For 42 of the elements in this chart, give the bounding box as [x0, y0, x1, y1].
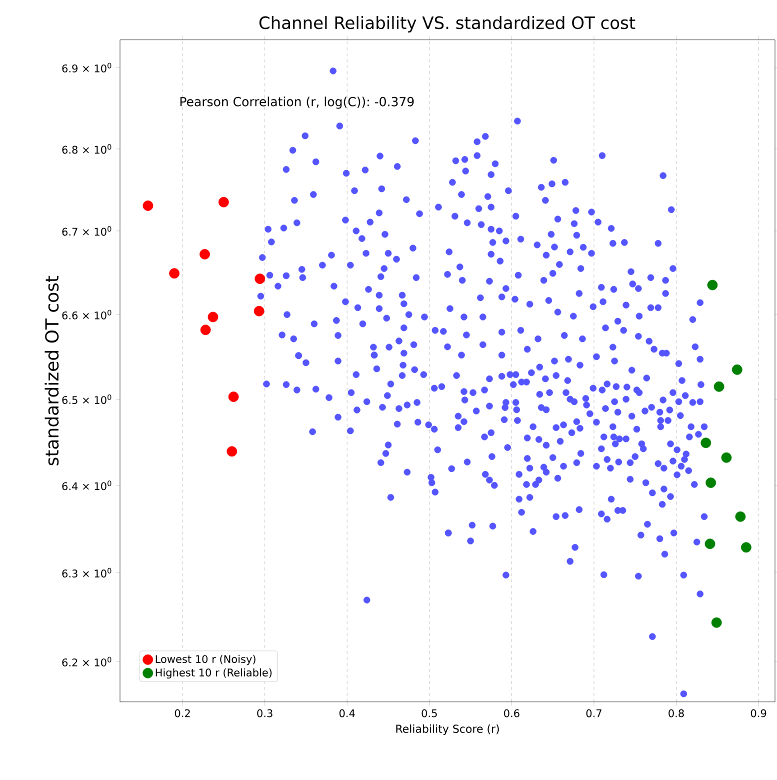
legend-label: Lowest 10 r (Noisy): [156, 654, 256, 666]
y-tick-label: 6.3 × 10$^{0}$: [62, 568, 112, 578]
point: [707, 280, 718, 290]
point: [254, 306, 264, 316]
y-tick-label: 6.4 × 10$^{0}$: [62, 480, 112, 490]
point: [142, 200, 154, 211]
point: [200, 324, 211, 336]
x-tick-label: 0.6: [504, 709, 520, 718]
y-axis-title: standardized OT cost: [44, 276, 59, 466]
x-tick-label: 0.2: [174, 709, 190, 718]
point: [218, 196, 229, 208]
point: [704, 538, 716, 550]
y-tick-label: 6.2 × 10$^{0}$: [62, 656, 112, 666]
x-tick-label: 0.4: [339, 709, 355, 718]
x-axis-title: Reliability Score (r): [396, 724, 499, 736]
y-tick-label: 6.9 × 10$^{0}$: [62, 62, 112, 72]
point: [714, 381, 724, 392]
point: [228, 392, 239, 402]
point: [169, 268, 180, 279]
point: [200, 249, 210, 260]
x-tick-label: 0.5: [422, 709, 437, 718]
x-tick-label: 0.7: [586, 709, 602, 718]
y-tick-label: 6.7 × 10$^{0}$: [62, 226, 112, 236]
x-tick-label: 0.3: [257, 709, 272, 718]
point: [706, 478, 716, 488]
legend-label: Highest 10 r (Reliable): [156, 668, 272, 679]
y-tick-label: 6.5 × 10$^{0}$: [62, 394, 112, 404]
point: [254, 274, 266, 284]
point: [711, 617, 722, 628]
x-tick-label: 0.9: [750, 709, 766, 718]
annotation: Pearson Correlation (r, log(C)): -0.379: [180, 96, 414, 109]
point: [226, 446, 238, 457]
x-tick-label: 0.8: [668, 709, 684, 718]
y-tick-label: 6.6 × 10$^{0}$: [62, 310, 112, 320]
point: [741, 542, 752, 553]
y-tick-label: 6.8 × 10$^{0}$: [62, 144, 112, 154]
point: [732, 364, 742, 375]
point: [700, 438, 712, 448]
point: [208, 312, 218, 322]
point: [721, 452, 732, 463]
point: [735, 511, 746, 522]
chart-title: Channel Reliability VS. standardized OT cost: [259, 16, 636, 32]
